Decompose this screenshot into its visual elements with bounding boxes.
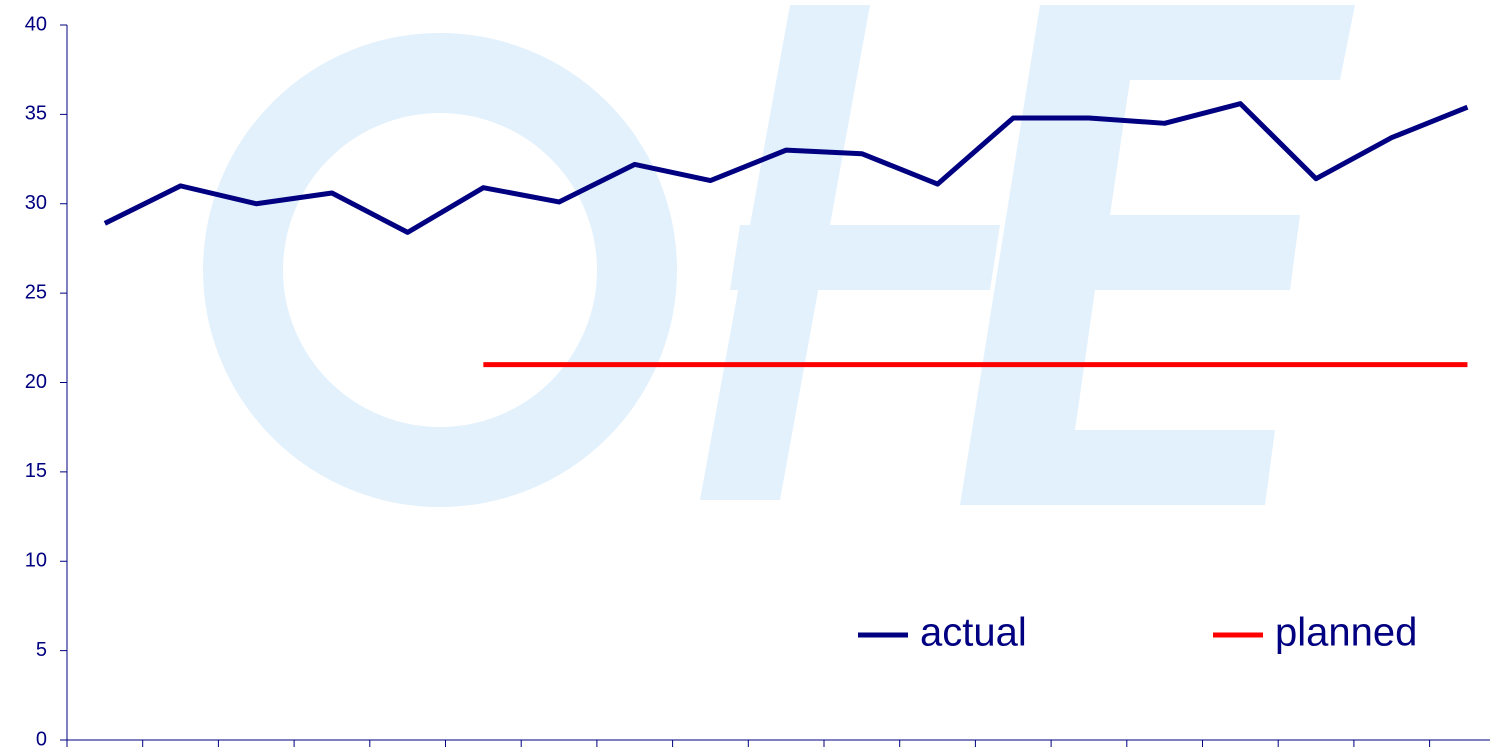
watermark-h-bar [730,225,1000,290]
legend-label: planned [1275,611,1417,655]
watermark-e [960,5,1355,505]
legend-label: actual [920,611,1027,655]
y-tick-label: 35 [25,103,47,125]
page: {"chart_data": {"type": "line", "categor… [0,0,1490,747]
y-tick-label: 10 [25,550,47,572]
y-tick-label: 25 [25,281,47,303]
y-tick-label: 15 [25,460,47,482]
y-tick-label: 0 [36,728,47,747]
y-tick-label: 40 [25,13,47,35]
y-tick-label: 5 [36,639,47,661]
y-tick-label: 20 [25,371,47,393]
watermark [243,5,1355,505]
watermark-ring [243,73,637,467]
y-tick-label: 30 [25,192,47,214]
chart: 0 5 10 15 20 25 30 35 40 actual planned [0,0,1490,747]
